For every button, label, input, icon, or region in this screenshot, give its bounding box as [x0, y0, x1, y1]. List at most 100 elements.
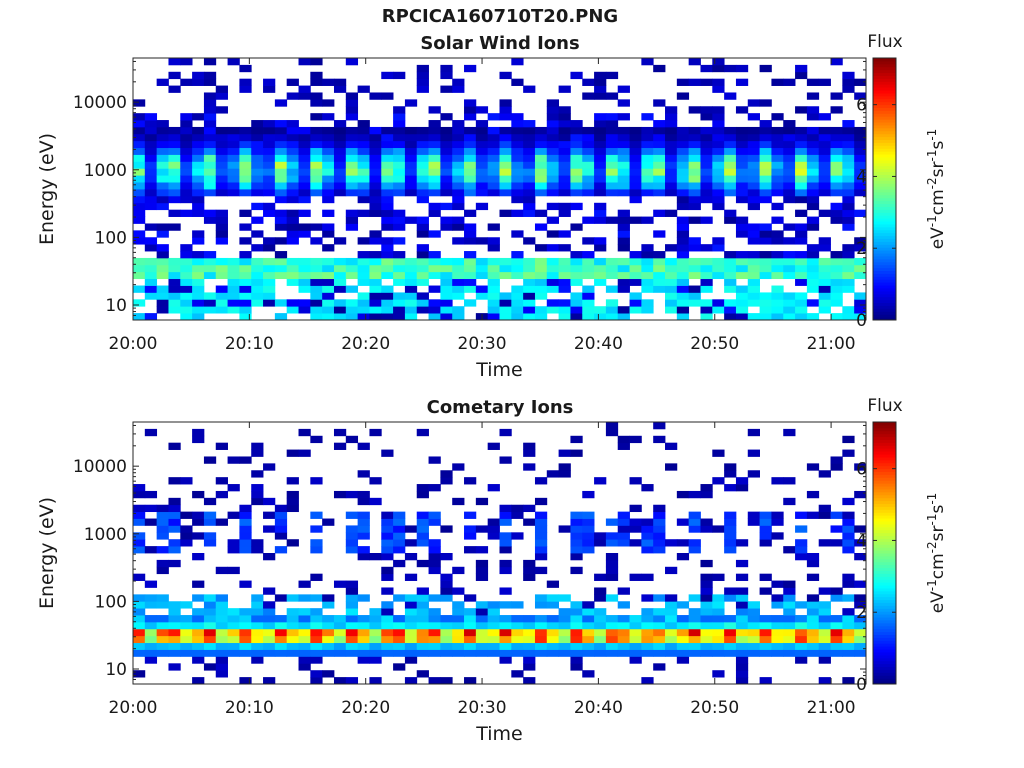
heatmap-cell — [617, 237, 630, 245]
heatmap-cell — [676, 621, 690, 630]
heatmap-cell — [274, 635, 288, 644]
heatmap-cell — [310, 278, 323, 286]
heatmap-cell — [534, 594, 548, 602]
heatmap-cell — [381, 587, 394, 595]
heatmap-cell — [641, 133, 654, 142]
heatmap-cell — [511, 649, 524, 657]
heatmap-cell — [523, 449, 536, 457]
heatmap-cell — [333, 175, 347, 183]
heatmap-cell — [440, 175, 453, 183]
heatmap-cell — [156, 223, 169, 231]
heatmap-cell — [333, 140, 347, 149]
heatmap-cell — [629, 649, 642, 657]
heatmap-cell — [676, 126, 690, 135]
heatmap-cell — [570, 223, 583, 231]
heatmap-cell — [156, 189, 169, 197]
heatmap-cell — [464, 175, 477, 183]
colorbar-segment — [873, 81, 896, 85]
heatmap-cell — [168, 477, 181, 485]
heatmap-cell — [676, 244, 690, 252]
heatmap-cell — [156, 594, 169, 602]
heatmap-cell — [156, 292, 169, 300]
heatmap-cell — [416, 126, 429, 135]
heatmap-cell — [239, 580, 252, 588]
heatmap-cell — [381, 306, 394, 314]
heatmap-cell — [215, 285, 228, 293]
heatmap-cell — [676, 175, 690, 183]
heatmap-cell — [712, 299, 725, 307]
heatmap-cell — [404, 133, 418, 142]
heatmap-cell — [192, 78, 205, 86]
heatmap-cell — [298, 189, 311, 197]
heatmap-cell — [842, 71, 855, 80]
heatmap-cell — [156, 559, 169, 568]
heatmap-cell — [345, 435, 359, 444]
colorbar-segment — [873, 282, 896, 286]
heatmap-cell — [771, 140, 784, 149]
heatmap-cell — [712, 257, 725, 266]
heatmap-cell — [665, 244, 678, 252]
colorbar-segment — [873, 582, 896, 586]
heatmap-cell — [333, 490, 347, 499]
heatmap-cell — [783, 257, 796, 266]
heatmap-cell — [487, 608, 500, 616]
heatmap-cell — [700, 78, 713, 86]
heatmap-cell — [546, 628, 560, 637]
heatmap-cell — [511, 628, 524, 637]
heatmap-cell — [523, 161, 536, 169]
heatmap-cell — [605, 573, 619, 581]
heatmap-cell — [629, 615, 642, 623]
heatmap-cell — [404, 649, 418, 657]
heatmap-cell — [203, 594, 217, 602]
heatmap-cell — [133, 216, 146, 224]
heatmap-cell — [345, 601, 359, 609]
heatmap-cell — [594, 621, 607, 630]
heatmap-cell — [594, 257, 607, 266]
heatmap-cell — [783, 306, 796, 314]
heatmap-cell — [783, 140, 796, 149]
heatmap-cell — [133, 299, 146, 307]
heatmap-cell — [227, 608, 240, 616]
heatmap-cell — [239, 257, 252, 266]
heatmap-cell — [298, 175, 311, 183]
heatmap-cell — [499, 292, 512, 300]
heatmap-cell — [464, 621, 477, 630]
heatmap-cell — [582, 601, 595, 609]
heatmap-cell — [629, 525, 642, 533]
heatmap-cell — [133, 532, 146, 540]
heatmap-cell — [333, 161, 347, 169]
colorbar-segment — [873, 124, 896, 129]
heatmap-cell — [168, 71, 181, 80]
heatmap-cell — [653, 99, 666, 107]
heatmap-cell — [854, 182, 867, 190]
heatmap-cell — [499, 532, 512, 540]
heatmap-cell — [416, 670, 429, 678]
heatmap-cell — [617, 539, 630, 547]
heatmap-cell — [263, 244, 276, 252]
heatmap-cell — [227, 285, 240, 293]
heatmap-cell — [357, 656, 370, 664]
heatmap-cell — [404, 285, 418, 293]
heatmap-cell — [440, 615, 453, 623]
heatmap-cell — [842, 677, 855, 685]
heatmap-cell — [416, 257, 429, 266]
heatmap-cell — [795, 539, 808, 547]
heatmap-cell — [629, 504, 642, 513]
heatmap-cell — [333, 85, 347, 93]
heatmap-cell — [676, 553, 690, 561]
heatmap-cell — [156, 601, 169, 609]
heatmap-cell — [854, 553, 867, 561]
heatmap-cell — [192, 299, 205, 307]
heatmap-cell — [523, 649, 536, 657]
heatmap-cell — [712, 126, 725, 135]
heatmap-cell — [842, 120, 855, 128]
heatmap-cell — [605, 566, 619, 575]
heatmap-cell — [452, 649, 465, 657]
heatmap-cell — [452, 126, 465, 135]
heatmap-cell — [440, 285, 453, 293]
heatmap-cell — [854, 237, 867, 245]
heatmap-cell — [688, 615, 701, 623]
heatmap-cell — [464, 677, 477, 685]
heatmap-cell — [440, 71, 453, 80]
heatmap-cell — [534, 175, 548, 183]
